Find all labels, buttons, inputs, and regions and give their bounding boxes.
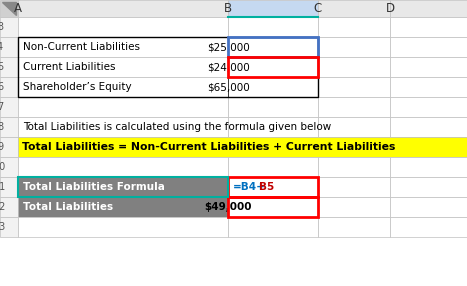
Bar (228, 177, 318, 197)
Bar (390, 217, 467, 237)
Bar (318, 37, 390, 57)
Bar (0, 17, 18, 37)
Bar (0, 37, 18, 57)
Text: 8: 8 (0, 122, 3, 132)
Bar (18, 157, 228, 177)
Text: 6: 6 (0, 82, 3, 92)
Text: 12: 12 (0, 202, 6, 212)
Text: 5: 5 (0, 62, 3, 72)
Bar (318, 217, 390, 237)
Text: 9: 9 (0, 142, 3, 152)
Text: A: A (14, 2, 22, 15)
Bar (318, 157, 390, 177)
Text: D: D (385, 2, 395, 15)
Bar (228, 217, 318, 237)
Bar (18, 197, 228, 217)
Bar (0, 0, 18, 17)
Text: $49,000: $49,000 (204, 202, 252, 212)
Bar (0, 217, 18, 237)
Bar (228, 77, 318, 97)
Bar (0, 77, 18, 97)
Bar (0, 117, 18, 137)
Bar (18, 0, 228, 17)
Text: $25,000: $25,000 (206, 42, 249, 52)
Text: Shareholder’s Equity: Shareholder’s Equity (23, 82, 132, 92)
Bar (228, 197, 318, 217)
Bar (390, 57, 467, 77)
Bar (228, 177, 318, 197)
Bar (0, 157, 18, 177)
Text: $65,000: $65,000 (206, 82, 249, 92)
Text: 7: 7 (0, 102, 3, 112)
Bar (318, 57, 390, 77)
Bar (228, 37, 318, 57)
Bar (18, 17, 228, 37)
Bar (228, 0, 318, 17)
Bar (318, 117, 390, 137)
Bar (390, 77, 467, 97)
Text: 11: 11 (0, 182, 6, 192)
Text: Current Liabilities: Current Liabilities (23, 62, 115, 72)
Bar (0, 97, 18, 117)
Bar (0, 137, 18, 157)
Text: C: C (314, 2, 322, 15)
Text: Total Liabilities = Non-Current Liabilities + Current Liabilities: Total Liabilities = Non-Current Liabilit… (22, 142, 396, 152)
Polygon shape (2, 2, 16, 15)
Text: 4: 4 (0, 42, 3, 52)
Bar (318, 0, 390, 17)
Bar (18, 137, 467, 157)
Bar (228, 17, 318, 37)
Bar (228, 117, 318, 137)
Text: B: B (224, 2, 232, 15)
Bar (228, 57, 318, 77)
Bar (18, 97, 228, 117)
Bar (228, 97, 318, 117)
Bar (18, 57, 228, 77)
Text: Total Liabilities is calculated using the formula given below: Total Liabilities is calculated using th… (23, 122, 331, 132)
Bar (0, 177, 18, 197)
Text: B5: B5 (259, 182, 274, 192)
Bar (18, 177, 228, 197)
Bar (318, 17, 390, 37)
Text: 3: 3 (0, 22, 3, 32)
Text: Total Liabilities: Total Liabilities (23, 202, 113, 212)
Bar (318, 197, 390, 217)
Bar (0, 57, 18, 77)
Text: 10: 10 (0, 162, 6, 172)
Text: Non-Current Liabilities: Non-Current Liabilities (23, 42, 140, 52)
Bar (18, 217, 228, 237)
Bar (228, 197, 318, 217)
Bar (390, 197, 467, 217)
Bar (318, 177, 390, 197)
Bar (390, 37, 467, 57)
Bar (18, 177, 228, 197)
Bar (390, 0, 467, 17)
Bar (390, 117, 467, 137)
Text: Total Liabilities Formula: Total Liabilities Formula (23, 182, 165, 192)
Bar (318, 97, 390, 117)
Bar (18, 117, 228, 137)
Bar (18, 77, 228, 97)
Bar (228, 57, 318, 77)
Text: =B4+: =B4+ (233, 182, 266, 192)
Bar (390, 157, 467, 177)
Bar (228, 157, 318, 177)
Bar (18, 37, 318, 97)
Bar (228, 37, 318, 57)
Bar (390, 17, 467, 37)
Text: $24,000: $24,000 (206, 62, 249, 72)
Text: 13: 13 (0, 222, 6, 232)
Bar (390, 177, 467, 197)
Bar (318, 77, 390, 97)
Bar (0, 197, 18, 217)
Bar (18, 37, 228, 57)
Bar (390, 97, 467, 117)
